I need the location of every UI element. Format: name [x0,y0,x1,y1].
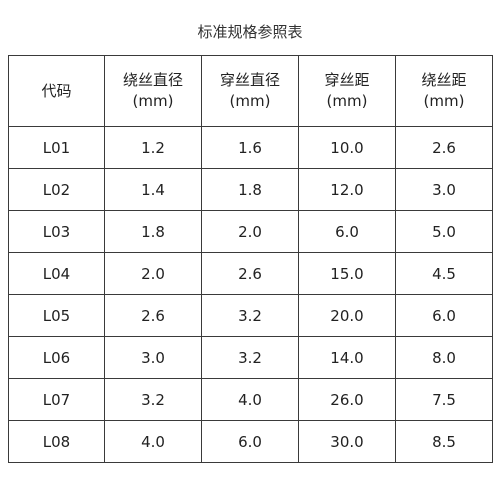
table-row: L08 4.0 6.0 30.0 8.5 [8,420,493,463]
cell-wire-pitch: 8.0 [395,336,493,379]
header-unit: (mm) [132,92,174,110]
cell-wire-pitch: 3.0 [395,168,493,211]
header-wire-diameter: 绕丝直径 (mm) [104,55,202,127]
cell-thread-diameter: 1.8 [201,168,299,211]
cell-code: L02 [8,168,105,211]
cell-thread-diameter: 3.2 [201,336,299,379]
header-thread-diameter: 穿丝直径 (mm) [201,55,299,127]
header-label: 穿丝距 [324,71,370,89]
cell-wire-diameter: 3.2 [104,378,202,421]
header-label: 绕丝直径 [122,71,183,89]
cell-thread-pitch: 10.0 [298,126,396,169]
cell-thread-diameter: 6.0 [201,420,299,463]
cell-thread-pitch: 14.0 [298,336,396,379]
cell-wire-pitch: 4.5 [395,252,493,295]
cell-code: L08 [8,420,105,463]
header-code: 代码 [8,55,105,127]
cell-wire-pitch: 6.0 [395,294,493,337]
cell-thread-diameter: 3.2 [201,294,299,337]
cell-thread-pitch: 12.0 [298,168,396,211]
header-label: 代码 [41,81,72,100]
cell-thread-pitch: 26.0 [298,378,396,421]
cell-thread-diameter: 1.6 [201,126,299,169]
table-header: 代码 绕丝直径 (mm) 穿丝直径 (mm) 穿丝距 (mm) 绕丝距 (mm) [8,55,493,127]
page-title: 标准规格参照表 [197,23,303,41]
cell-code: L04 [8,252,105,295]
header-unit: (mm) [326,92,368,110]
cell-code: L06 [8,336,105,379]
cell-thread-diameter: 2.0 [201,210,299,253]
cell-wire-diameter: 1.2 [104,126,202,169]
cell-wire-pitch: 7.5 [395,378,493,421]
table-body: L01 1.2 1.6 10.0 2.6 L02 1.4 1.8 12.0 3.… [8,126,493,463]
table-row: L06 3.0 3.2 14.0 8.0 [8,336,493,379]
cell-wire-diameter: 2.0 [104,252,202,295]
header-label: 绕丝距 [421,71,467,89]
table-row: L02 1.4 1.8 12.0 3.0 [8,168,493,211]
cell-wire-diameter: 1.4 [104,168,202,211]
table-row: L07 3.2 4.0 26.0 7.5 [8,378,493,421]
spec-table: 代码 绕丝直径 (mm) 穿丝直径 (mm) 穿丝距 (mm) 绕丝距 (mm)… [8,55,493,463]
header-unit: (mm) [229,92,271,110]
cell-wire-diameter: 3.0 [104,336,202,379]
cell-code: L05 [8,294,105,337]
cell-thread-pitch: 20.0 [298,294,396,337]
cell-thread-diameter: 2.6 [201,252,299,295]
cell-thread-pitch: 30.0 [298,420,396,463]
cell-code: L07 [8,378,105,421]
cell-wire-pitch: 5.0 [395,210,493,253]
table-row: L04 2.0 2.6 15.0 4.5 [8,252,493,295]
header-row: 代码 绕丝直径 (mm) 穿丝直径 (mm) 穿丝距 (mm) 绕丝距 (mm) [8,55,493,127]
table-row: L05 2.6 3.2 20.0 6.0 [8,294,493,337]
table-row: L03 1.8 2.0 6.0 5.0 [8,210,493,253]
header-thread-pitch: 穿丝距 (mm) [298,55,396,127]
cell-wire-pitch: 2.6 [395,126,493,169]
cell-thread-pitch: 6.0 [298,210,396,253]
cell-wire-pitch: 8.5 [395,420,493,463]
cell-code: L03 [8,210,105,253]
cell-thread-pitch: 15.0 [298,252,396,295]
cell-wire-diameter: 4.0 [104,420,202,463]
header-label: 穿丝直径 [219,71,280,89]
cell-code: L01 [8,126,105,169]
table-row: L01 1.2 1.6 10.0 2.6 [8,126,493,169]
header-wire-pitch: 绕丝距 (mm) [395,55,493,127]
cell-thread-diameter: 4.0 [201,378,299,421]
cell-wire-diameter: 2.6 [104,294,202,337]
header-unit: (mm) [423,92,465,110]
cell-wire-diameter: 1.8 [104,210,202,253]
